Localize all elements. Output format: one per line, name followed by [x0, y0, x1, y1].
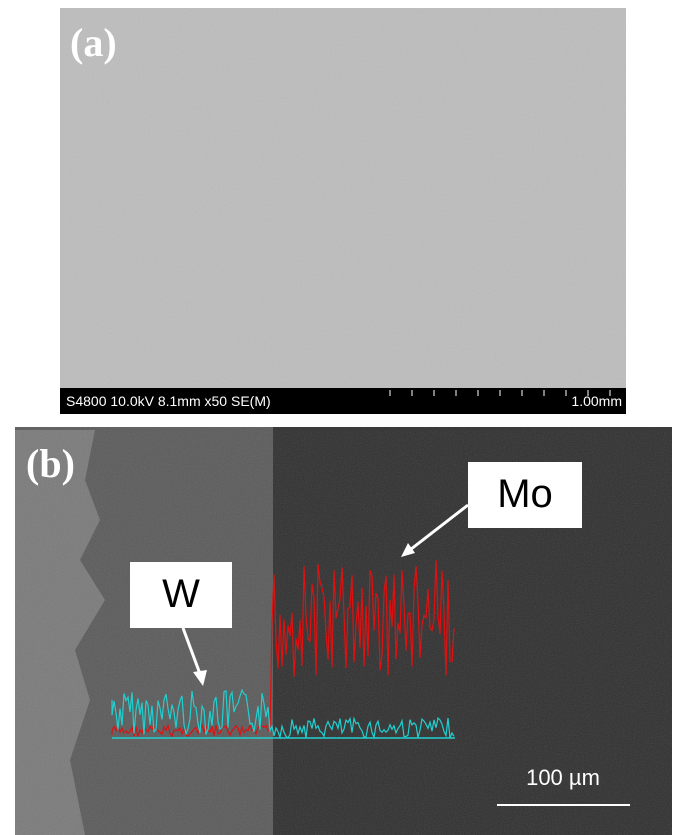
callout-mo: Mo	[497, 472, 553, 516]
info-text: S4800 10.0kV 8.1mm x50 SE(M)	[66, 393, 271, 409]
panel-b: W Mo 100 µm (b)	[15, 427, 672, 835]
texture	[60, 8, 626, 388]
panel-label: (a)	[70, 20, 117, 65]
panel-label: (b)	[26, 441, 75, 486]
scale-text: 1.00mm	[571, 393, 622, 409]
figure: S4800 10.0kV 8.1mm x50 SE(M) 1.00mm (a) …	[0, 0, 677, 835]
scale-bar-label: 100 µm	[526, 765, 600, 790]
panel-a: S4800 10.0kV 8.1mm x50 SE(M) 1.00mm (a)	[60, 8, 626, 414]
callout-w: W	[162, 572, 200, 616]
